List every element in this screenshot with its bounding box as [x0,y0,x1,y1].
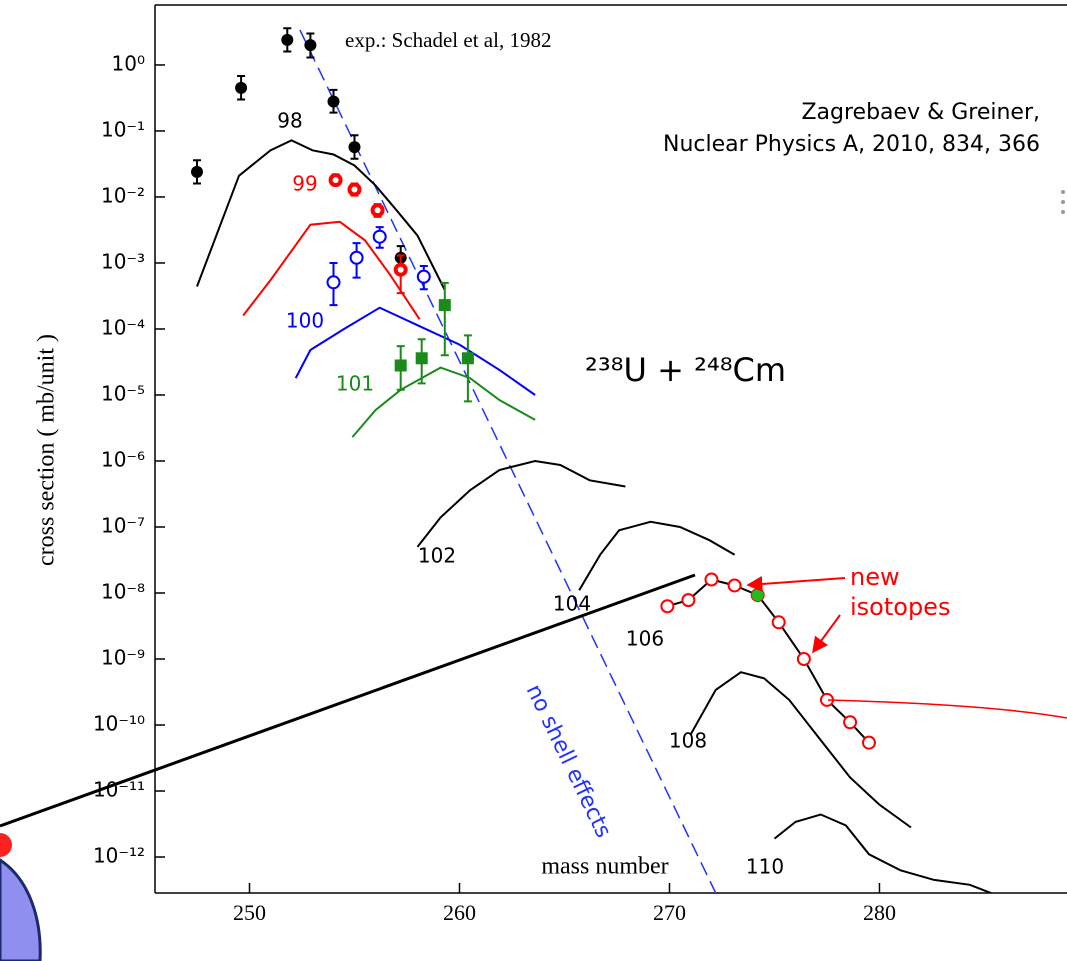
new-isotopes-label: isotopes [850,593,950,621]
series-line [667,578,870,744]
experiment-note: exp.: Schadel et al, 1982 [345,28,551,52]
data-point [326,275,341,290]
data-point [348,141,361,154]
series-label: 106 [626,627,664,651]
data-point [751,589,764,602]
data-point [704,572,719,587]
y-tick-label: 10⁻² [101,183,145,207]
series-line [351,366,536,438]
y-tick-label: 10⁻⁷ [101,513,145,537]
y-tick-label: 10⁻¹⁰ [93,712,145,736]
reference-label: no shell effects [521,681,616,842]
series-label: 102 [418,544,456,568]
data-point [861,735,876,750]
y-tick-label: 10⁻¹² [93,844,145,868]
data-point [349,250,364,265]
data-point [190,165,203,178]
reference-line [299,29,717,893]
x-tick-label: 280 [863,900,896,925]
data-point [727,578,742,593]
series-label: 101 [336,372,374,396]
series-line [416,459,626,548]
series-line [242,220,421,320]
new-isotopes-label: new [850,563,900,591]
series-label: 110 [746,855,784,879]
y-axis-label: cross section ( mb/unit ) [34,334,60,566]
y-tick-label: 10⁰ [112,51,145,75]
x-axis-label: mass number [541,854,668,880]
data-point [461,352,474,365]
data-point [235,81,248,94]
data-point [370,203,385,218]
data-point [796,652,811,667]
data-point [328,173,343,188]
data-point [438,299,451,312]
y-tick-label: 10⁻⁶ [101,447,145,471]
data-point [347,182,362,197]
series-line [196,139,446,291]
y-tick-label: 10⁻⁵ [101,381,145,405]
data-point [327,95,340,108]
series-line [773,813,994,893]
series-label: 100 [286,309,324,333]
series-line [689,671,912,829]
series-label: 108 [669,729,707,753]
y-tick-label: 10⁻⁸ [101,579,145,603]
series-label: 98 [277,109,302,133]
data-point [304,39,317,52]
reaction-label: ²³⁸U + ²⁴⁸Cm [585,351,786,389]
plot-layer: 10⁰ 10⁻¹ 10⁻² 10⁻³ 10⁻⁴ 10⁻⁵ 10⁻⁶ 10⁻⁷ 10⁻⁸ 10⁻⁹ 1… [93,27,994,925]
data-point [281,33,294,46]
y-tick-label: 10⁻³ [101,249,145,273]
axes-frame [154,4,1067,894]
citation: Nuclear Physics A, 2010, 834, 366 [663,132,1040,157]
decorations [0,190,1067,961]
data-point [681,593,696,608]
series-line [294,306,536,396]
plot-area [190,27,994,893]
data-point [394,359,407,372]
data-point [771,615,786,630]
series-line [578,520,736,591]
series-label: 104 [553,592,591,616]
data-point [660,599,675,614]
citation: Zagrebaev & Greiner, [801,100,1040,125]
y-tick-label: 10⁻⁹ [101,646,145,670]
y-tick-label: 10⁻⁴ [101,315,145,339]
error-bar [463,334,472,403]
data-point [415,352,428,365]
data-point [372,229,387,244]
series-label: 99 [292,172,317,196]
error-bar [440,281,449,357]
data-point [843,715,858,730]
data-point [416,269,431,284]
data-point [393,262,408,277]
y-tick-label: 10⁻¹ [101,117,145,141]
x-tick-label: 270 [653,900,686,925]
x-tick-label: 250 [233,900,266,925]
x-tick-label: 260 [443,900,476,925]
